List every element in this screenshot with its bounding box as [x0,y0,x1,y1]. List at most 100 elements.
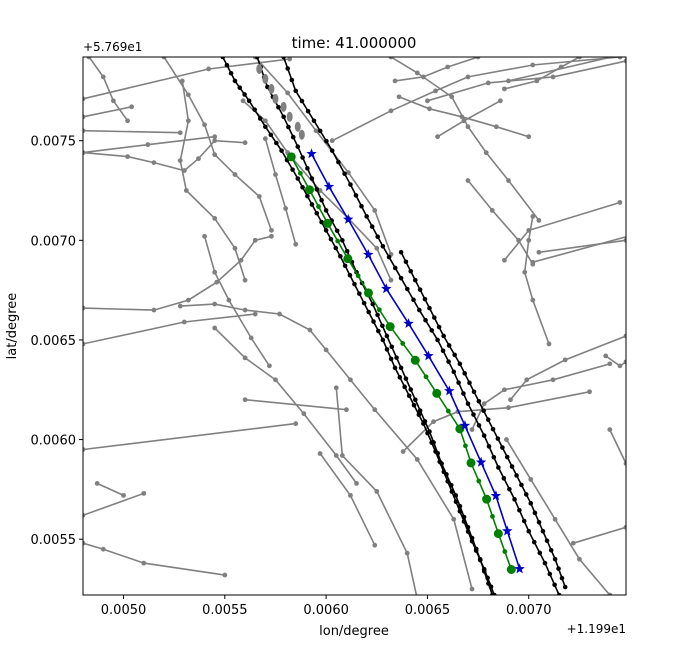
map-road-node [242,140,248,146]
lane-boundary-node [462,371,467,376]
green-trajectory-subpoint [355,273,361,279]
map-road-node [83,540,86,546]
lane-boundary-node [488,584,494,590]
lane-boundary-node [338,253,343,259]
map-road-node [623,58,626,64]
map-road-node [212,269,218,275]
map-road-node [212,152,218,158]
map-road-line [467,179,534,265]
x-axis-label: lon/degree [319,624,389,639]
lane-boundary-node [405,286,410,292]
map-road-node [433,88,438,94]
lane-marker [262,73,269,84]
lane-boundary-node [441,469,447,475]
lane-boundary-node [481,566,487,572]
map-road-node [346,170,351,175]
lane-boundary-node [380,337,386,343]
map-road-node [469,427,475,433]
lane-boundary-node [542,560,548,566]
lane-boundary-node [305,193,310,199]
lane-boundary-node [342,171,347,176]
map-road-node [465,74,471,80]
lane-marker [268,83,275,94]
map-road-node [526,237,532,243]
lane-boundary-node [328,236,334,242]
map-road-line [88,57,129,122]
map-road-node [425,98,430,104]
map-road-node [248,335,254,341]
lane-boundary-node [556,566,561,571]
map-road-node [534,78,540,84]
map-road-node [242,397,248,403]
lane-boundary-node [263,124,268,130]
map-road-node [502,257,507,263]
map-road-node [427,106,432,112]
map-road-node [177,303,183,309]
lane-boundary-node [457,361,463,367]
green-trajectory-subpoint [316,204,321,209]
lane-boundary-node [293,88,299,94]
map-road-line [331,57,620,142]
lane-boundary-node [281,57,286,60]
y-axis-label: lat/degree [5,293,20,360]
map-road-node [129,104,135,110]
lane-marker [294,121,301,132]
map-road-line [538,239,626,254]
map-road-node [285,90,291,96]
map-road-node [212,134,218,140]
lane-boundary-node [427,305,432,311]
green-trajectory-subpoint [476,478,482,484]
map-road-node [414,70,420,76]
map-road-line [394,57,479,82]
map-road-line [83,492,145,517]
green-trajectory-point [466,458,476,468]
map-road-node [242,307,248,313]
y-axis-ticks: 0.0055 0.0060 0.0065 0.0070 0.0075 [31,135,83,548]
lane-boundary-node [305,108,311,114]
map-road-node [607,427,613,433]
map-road-node [504,437,509,442]
map-road-node [226,297,232,303]
lane-boundary-node [490,426,496,432]
blue-trajectory-star [306,148,317,159]
map-road-node [465,178,471,183]
map-road-node [372,407,378,413]
map-road-node [242,355,248,361]
lane-boundary-node [371,319,376,324]
lane-boundary-node [299,98,305,104]
map-road-node [508,397,513,403]
lane-boundary-node [559,575,565,581]
map-road-node [333,453,339,458]
lane-boundary-node [473,548,479,553]
map-road-node [483,150,489,156]
map-road-node [617,200,623,205]
map-road-node [374,488,380,494]
lane-boundary-node [532,510,538,516]
map-road-node [307,327,313,333]
map-road-node [339,453,345,458]
map-road-node [374,245,380,251]
map-road-node [267,363,272,369]
lane-boundary-node [411,402,417,408]
map-road-node [414,457,420,462]
map-road-node [524,377,530,383]
lane-boundary-node [384,333,390,339]
lane-boundary-node [317,128,323,134]
map-road-node [552,516,558,522]
lane-boundary-node [445,479,451,484]
lane-marker [256,63,263,74]
map-road-node [587,389,592,395]
lane-boundary-node [492,592,497,595]
lane-boundary-node [336,159,341,165]
map-road-line [264,138,297,245]
lane-boundary-node [398,249,404,255]
blue-trajectory-star [490,490,502,501]
lane-boundary-node [562,584,568,590]
lane-boundary-node [220,57,226,60]
green-trajectory-point [286,152,296,162]
map-road-node [420,74,426,80]
lane-boundary-node [485,417,491,422]
map-road-node [404,550,410,556]
